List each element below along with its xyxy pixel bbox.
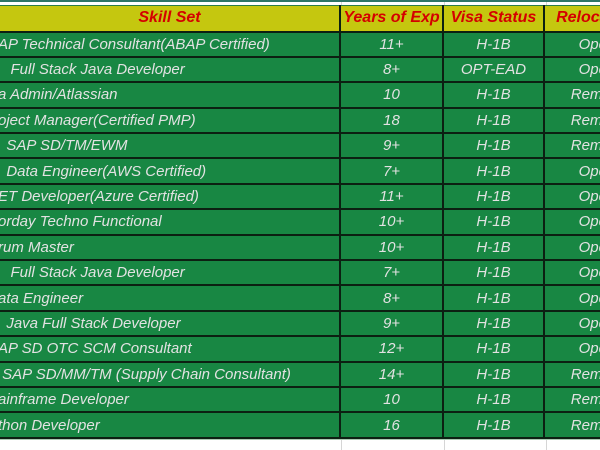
reloc-cell[interactable]: Remote — [543, 106, 600, 135]
skill-cell[interactable]: SAP SD/TM/EWM — [0, 132, 341, 160]
table-row: Data Engineer(AWS Certified) 7+ H-1B Ope… — [0, 157, 600, 185]
years-cell[interactable]: 12+ — [339, 335, 444, 363]
table-row: ET Developer(Azure Certified) 11+ H-1B O… — [0, 182, 600, 211]
years-cell[interactable]: 10+ — [339, 233, 444, 262]
visa-cell[interactable]: H-1B — [442, 385, 545, 414]
table-row: AP SD OTC SCM Consultant 12+ H-1B Open — [0, 335, 600, 363]
table-row: ainframe Developer 10 H-1B Remote — [0, 385, 600, 414]
years-cell[interactable]: 10+ — [339, 208, 444, 236]
table-row: SAP SD/TM/EWM 9+ H-1B Remote — [0, 132, 600, 160]
skill-cell[interactable]: ainframe Developer — [0, 385, 341, 414]
skill-cell[interactable]: Data Engineer(AWS Certified) — [0, 157, 341, 185]
reloc-cell[interactable]: Open — [543, 208, 600, 236]
header-cell-skill-set[interactable]: Skill Set — [0, 5, 341, 33]
reloc-cell[interactable]: Remote — [543, 385, 600, 414]
table-row: AP Technical Consultant(ABAP Certified) … — [0, 30, 600, 58]
header-cell-visa-status[interactable]: Visa Status — [442, 5, 545, 33]
reloc-cell[interactable]: Open — [543, 157, 600, 185]
gridline-bottom-2 — [444, 440, 445, 450]
skill-cell[interactable]: a Admin/Atlassian — [0, 81, 341, 109]
years-cell[interactable]: 11+ — [339, 30, 444, 58]
skill-cell[interactable]: orday Techno Functional — [0, 208, 341, 236]
visa-cell[interactable]: H-1B — [442, 81, 545, 109]
gridline-top-3 — [546, 2, 547, 5]
reloc-cell[interactable]: Open — [543, 30, 600, 58]
years-cell[interactable]: 10 — [339, 81, 444, 109]
table-row: SAP SD/MM/TM (Supply Chain Consultant) 1… — [0, 360, 600, 388]
reloc-cell[interactable]: Open — [543, 259, 600, 287]
visa-cell[interactable]: H-1B — [442, 259, 545, 287]
visa-cell[interactable]: H-1B — [442, 284, 545, 312]
visa-cell[interactable]: H-1B — [442, 309, 545, 338]
skill-cell[interactable]: Java Full Stack Developer — [0, 309, 341, 338]
visa-cell[interactable]: H-1B — [442, 157, 545, 185]
row-above-edge-line — [0, 0, 600, 2]
reloc-cell[interactable]: Open — [543, 233, 600, 262]
years-cell[interactable]: 14+ — [339, 360, 444, 388]
table-row: rum Master 10+ H-1B Open — [0, 233, 600, 262]
table-bottom-highlight-line — [0, 439, 600, 440]
table-row: oject Manager(Certified PMP) 18 H-1B Rem… — [0, 106, 600, 135]
visa-cell[interactable]: H-1B — [442, 411, 545, 439]
years-cell[interactable]: 9+ — [339, 309, 444, 338]
header-row: Skill Set Years of Exp Visa Status Reloc… — [0, 5, 600, 33]
visa-cell[interactable]: H-1B — [442, 208, 545, 236]
years-cell[interactable]: 16 — [339, 411, 444, 439]
years-cell[interactable]: 8+ — [339, 55, 444, 84]
gridline-bottom-1 — [341, 440, 342, 450]
reloc-cell[interactable]: Open — [543, 335, 600, 363]
visa-cell[interactable]: H-1B — [442, 335, 545, 363]
years-cell[interactable]: 18 — [339, 106, 444, 135]
table-row: thon Developer 16 H-1B Remote — [0, 411, 600, 439]
years-cell[interactable]: 11+ — [339, 182, 444, 211]
gridline-bottom-3 — [546, 440, 547, 450]
reloc-cell[interactable]: Open — [543, 182, 600, 211]
reloc-cell[interactable]: Remote — [543, 81, 600, 109]
gridline-top-1 — [341, 2, 342, 5]
skill-cell[interactable]: ET Developer(Azure Certified) — [0, 182, 341, 211]
header-cell-relocation[interactable]: Relocation — [543, 5, 600, 33]
table-row: Java Full Stack Developer 9+ H-1B Open — [0, 309, 600, 338]
years-cell[interactable]: 7+ — [339, 259, 444, 287]
visa-cell[interactable]: H-1B — [442, 30, 545, 58]
reloc-cell[interactable]: Remote — [543, 360, 600, 388]
skill-cell[interactable]: Full Stack Java Developer — [0, 259, 341, 287]
skill-cell[interactable]: ata Engineer — [0, 284, 341, 312]
reloc-cell[interactable]: Remote — [543, 132, 600, 160]
skill-cell[interactable]: AP Technical Consultant(ABAP Certified) — [0, 30, 341, 58]
reloc-cell[interactable]: Open — [543, 309, 600, 338]
header-cell-years-of-exp[interactable]: Years of Exp — [339, 5, 444, 33]
skill-cell[interactable]: Full Stack Java Developer — [0, 55, 341, 84]
table-row: a Admin/Atlassian 10 H-1B Remote — [0, 81, 600, 109]
skill-cell[interactable]: thon Developer — [0, 411, 341, 439]
table-row: orday Techno Functional 10+ H-1B Open — [0, 208, 600, 236]
skill-cell[interactable]: rum Master — [0, 233, 341, 262]
table-row: ata Engineer 8+ H-1B Open — [0, 284, 600, 312]
reloc-cell[interactable]: Open — [543, 284, 600, 312]
years-cell[interactable]: 10 — [339, 385, 444, 414]
visa-cell[interactable]: H-1B — [442, 132, 545, 160]
visa-cell[interactable]: H-1B — [442, 182, 545, 211]
skill-cell[interactable]: oject Manager(Certified PMP) — [0, 106, 341, 135]
years-cell[interactable]: 7+ — [339, 157, 444, 185]
skill-cell[interactable]: AP SD OTC SCM Consultant — [0, 335, 341, 363]
visa-cell[interactable]: H-1B — [442, 106, 545, 135]
table-row: Full Stack Java Developer 7+ H-1B Open — [0, 259, 600, 287]
years-cell[interactable]: 9+ — [339, 132, 444, 160]
reloc-cell[interactable]: Open — [543, 55, 600, 84]
skill-cell[interactable]: SAP SD/MM/TM (Supply Chain Consultant) — [0, 360, 341, 388]
years-cell[interactable]: 8+ — [339, 284, 444, 312]
candidates-table: Skill Set Years of Exp Visa Status Reloc… — [0, 5, 600, 439]
reloc-cell[interactable]: Remote — [543, 411, 600, 439]
visa-cell[interactable]: H-1B — [442, 360, 545, 388]
visa-cell[interactable]: OPT-EAD — [442, 55, 545, 84]
visa-cell[interactable]: H-1B — [442, 233, 545, 262]
gridline-top-2 — [444, 2, 445, 5]
table-row: Full Stack Java Developer 8+ OPT-EAD Ope… — [0, 55, 600, 84]
